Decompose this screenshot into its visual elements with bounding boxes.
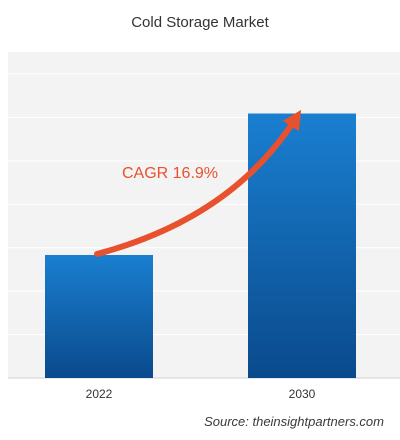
- cagr-arrow: [94, 109, 302, 257]
- bars: [45, 113, 356, 379]
- source-text: Source: theinsightpartners.com: [204, 414, 384, 429]
- bar-2030: [248, 113, 356, 379]
- cagr-annotation: CAGR 16.9%: [122, 165, 218, 182]
- x-tick-label-2022: 2022: [86, 387, 113, 401]
- chart-title: Cold Storage Market: [131, 14, 269, 31]
- x-tick-labels: 2022 2030: [86, 387, 316, 401]
- x-tick-label-2030: 2030: [289, 387, 316, 401]
- bar-2022: [45, 254, 153, 378]
